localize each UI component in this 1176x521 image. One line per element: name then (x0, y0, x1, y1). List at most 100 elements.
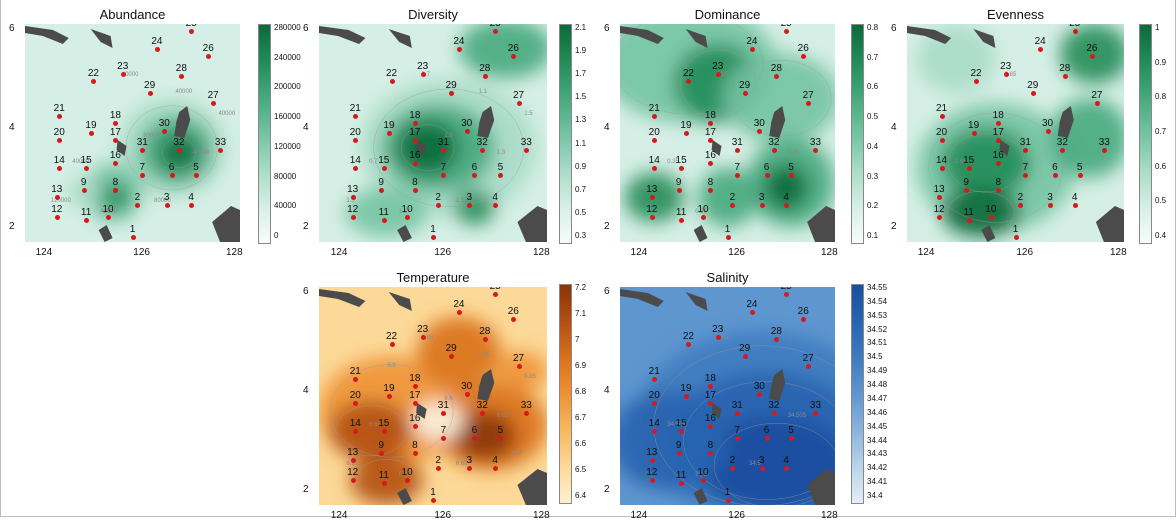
land-mass (973, 29, 996, 48)
station-marker (774, 74, 780, 80)
station-marker (113, 121, 119, 127)
land-mass (319, 26, 366, 44)
station-label: 32 (476, 137, 488, 149)
station-label: 6 (471, 162, 478, 174)
land-mass (388, 292, 412, 311)
station-label: 19 (968, 120, 980, 132)
colorbar-tick-label: 6.5 (575, 465, 587, 474)
isoline-label: 6.65 (421, 334, 434, 341)
station-label: 2 (729, 192, 736, 204)
x-tick-label: 126 (728, 510, 745, 521)
isoline-label: 6.85 (478, 352, 491, 359)
station-label: 17 (992, 127, 1004, 139)
station-marker (206, 54, 212, 60)
station-label: 25 (780, 24, 792, 30)
station-label: 20 (648, 390, 660, 402)
land-mass (769, 369, 786, 401)
y-tick-label: 2 (604, 221, 610, 233)
station-marker (784, 29, 790, 35)
station-label: 31 (731, 137, 743, 149)
colorbar-tick-label: 0.1 (867, 231, 879, 240)
land-mass (477, 369, 495, 401)
panel-title-diversity: Diversity (408, 7, 458, 22)
y-tick-label: 2 (9, 221, 15, 233)
colorbar-tick-label: 1.5 (575, 92, 587, 102)
colorbar-tick-label: 34.47 (867, 393, 888, 403)
station-label: 2 (729, 455, 736, 467)
colorbar-tick-label: 34.4 (867, 491, 883, 500)
colorbar-tick-label: 0.7 (867, 52, 879, 62)
station-label: 11 (378, 206, 389, 218)
station-marker (679, 428, 685, 434)
isoline-label: 6.85 (524, 374, 536, 381)
station-marker (939, 138, 945, 144)
y-tick-label: 4 (604, 385, 610, 397)
x-tick-label: 128 (226, 247, 243, 258)
station-label: 9 (378, 177, 384, 189)
station-marker (412, 423, 418, 429)
station-marker (725, 498, 731, 504)
station-marker (801, 317, 807, 323)
station-marker (84, 217, 90, 223)
station-label: 28 (770, 63, 782, 75)
station-label: 14 (935, 154, 948, 166)
station-marker (757, 391, 763, 397)
station-marker (179, 74, 185, 80)
station-label: 18 (992, 110, 1004, 122)
colorbar-tick-label: 0.3 (575, 231, 587, 240)
station-marker (379, 450, 385, 456)
station-label: 26 (1086, 43, 1098, 55)
station-label: 30 (461, 380, 473, 392)
station-label: 8 (412, 440, 418, 452)
colorbar-tick-label: 0.6 (1155, 161, 1167, 171)
station-marker (683, 131, 689, 136)
station-label: 22 (970, 68, 982, 80)
station-marker (686, 341, 692, 347)
isoline-label: 80000 (143, 133, 160, 139)
colorbar-tick-label: 0.9 (1155, 57, 1167, 67)
station-marker (1060, 148, 1066, 154)
land-mass (620, 289, 664, 307)
station-label: 16 (409, 149, 421, 161)
y-tick-label: 4 (891, 122, 897, 134)
station-label: 13 (51, 184, 63, 196)
land-mass (212, 206, 240, 242)
station-marker (1094, 101, 1100, 107)
y-tick-label: 4 (303, 385, 309, 397)
station-label: 8 (412, 177, 418, 189)
station-label: 27 (802, 353, 814, 365)
x-tick-label: 126 (1016, 247, 1034, 258)
station-marker (683, 394, 689, 399)
colorbar-tick-label: 1.3 (575, 115, 587, 125)
station-label: 9 (963, 177, 969, 189)
map-dominance: 0.35 0.35 0.35 0.35 0.35 1 2 3 4 5 6 7 8 9 10 11 12 13 14 1… (620, 24, 835, 242)
isoline-label: 6.65 (455, 461, 468, 468)
y-tick-label: 4 (604, 122, 610, 134)
station-marker (996, 138, 1002, 144)
station-marker (806, 364, 812, 370)
station-marker (735, 436, 741, 442)
station-label: 25 (780, 287, 792, 293)
station-marker (759, 465, 765, 471)
station-marker (405, 215, 411, 221)
contour-line (713, 423, 835, 505)
isoline-label: 1.3 (444, 133, 453, 139)
station-label: 21 (349, 365, 361, 377)
station-marker (784, 465, 790, 471)
station-marker (801, 54, 807, 60)
station-label: 12 (646, 467, 658, 479)
station-marker (1003, 71, 1009, 77)
station-label: 19 (680, 120, 692, 132)
colorbar-tick-label: 34.44 (867, 435, 888, 445)
y-tick-label: 2 (891, 221, 897, 233)
x-tick-label: 124 (330, 247, 348, 258)
colorbar-tick-label: 6.6 (575, 439, 587, 448)
station-marker (472, 436, 478, 442)
station-marker (708, 187, 714, 193)
map-diversity: 0.7 0.7 1.3 1.1 1.3 1.5 1.3 1.5 1.1 1 2 3 4 5 6 7 8 9 10 11… (319, 24, 547, 242)
y-tick-label: 4 (9, 122, 15, 134)
isoline-label: 0.35 (695, 209, 707, 216)
station-marker (516, 101, 522, 107)
station-label: 26 (507, 306, 519, 318)
station-marker (441, 173, 447, 179)
